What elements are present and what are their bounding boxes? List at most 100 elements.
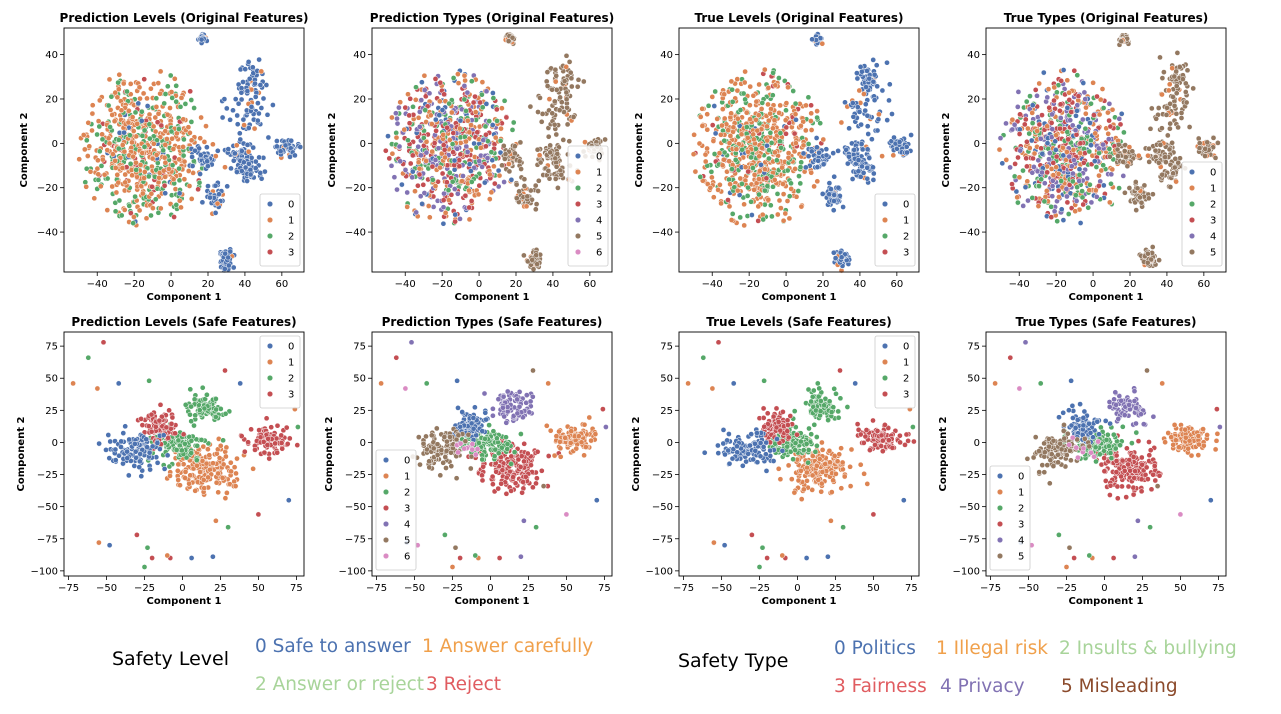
- scatter-point: [199, 384, 206, 391]
- scatter-point: [1031, 164, 1037, 170]
- scatter-point: [765, 196, 772, 203]
- scatter-point: [191, 396, 198, 403]
- scatter-point: [1108, 171, 1115, 178]
- scatter-point: [767, 110, 774, 117]
- legend-marker: [881, 248, 889, 256]
- scatter-point: [1122, 189, 1128, 196]
- scatter-point: [505, 161, 512, 167]
- scatter-point: [160, 147, 167, 154]
- scatter-point: [480, 137, 487, 143]
- scatter-point: [292, 152, 298, 159]
- legend-marker: [574, 232, 582, 240]
- scatter-point: [115, 137, 122, 143]
- scatter-point: [418, 152, 424, 159]
- scatter-point: [277, 148, 284, 155]
- scatter-point: [432, 76, 439, 82]
- scatter-point: [483, 131, 489, 138]
- scatter-point: [1172, 155, 1179, 162]
- scatter-point: [730, 124, 737, 131]
- scatter-point: [126, 107, 132, 114]
- y-tick-label: 0: [52, 139, 58, 150]
- scatter-point: [152, 196, 159, 203]
- scatter-point: [457, 216, 463, 222]
- scatter-point: [112, 208, 119, 215]
- scatter-point: [1098, 167, 1105, 174]
- scatter-point: [774, 211, 781, 218]
- scatter-point: [1155, 159, 1162, 166]
- scatter-point: [796, 173, 802, 179]
- scatter-point: [440, 142, 447, 148]
- scatter-point: [288, 137, 295, 144]
- scatter-point: [870, 170, 877, 177]
- scatter-point: [139, 132, 146, 139]
- scatter-point: [177, 482, 183, 489]
- scatter-point: [493, 106, 500, 113]
- scatter-point: [546, 175, 553, 182]
- scatter-point: [180, 152, 187, 159]
- scatter-point: [223, 105, 230, 112]
- scatter-point: [256, 56, 262, 63]
- scatter-point: [227, 248, 234, 255]
- scatter-point: [1055, 171, 1062, 177]
- scatter-point: [865, 131, 872, 137]
- scatter-point: [452, 211, 459, 218]
- scatter-point: [780, 191, 787, 197]
- scatter-point: [173, 447, 180, 453]
- scatter-point: [176, 197, 183, 204]
- scatter-point: [1204, 139, 1211, 146]
- scatter-point: [1180, 76, 1186, 82]
- scatter-point: [122, 171, 129, 178]
- scatter-point: [416, 171, 423, 178]
- scatter-point: [1196, 145, 1203, 152]
- scatter-point: [138, 108, 145, 115]
- scatter-point: [805, 153, 812, 160]
- x-tick-label: −40: [702, 279, 723, 290]
- scatter-point: [260, 95, 267, 102]
- scatter-point: [496, 172, 503, 179]
- subplot-1: Prediction Levels (Original Features)−40…: [19, 11, 308, 303]
- scatter-point: [446, 169, 453, 176]
- scatter-point: [168, 89, 175, 95]
- scatter-point: [874, 127, 881, 134]
- scatter-point: [129, 139, 135, 146]
- scatter-point: [1064, 104, 1071, 111]
- legend-marker: [266, 232, 274, 240]
- scatter-point: [999, 160, 1006, 167]
- scatter-point: [451, 186, 458, 192]
- scatter-point: [132, 193, 138, 200]
- scatter-point: [1015, 154, 1021, 161]
- scatter-point: [96, 97, 103, 104]
- scatter-point: [1056, 194, 1062, 200]
- scatter-point: [98, 163, 105, 169]
- scatter-point: [903, 143, 910, 150]
- scatter-point: [1175, 124, 1181, 131]
- scatter-point: [185, 168, 192, 174]
- scatter-point: [113, 189, 120, 196]
- scatter-point: [738, 131, 745, 138]
- scatter-point: [710, 194, 717, 201]
- scatter-point: [155, 80, 162, 86]
- scatter-point: [1080, 80, 1087, 86]
- scatter-point: [553, 72, 560, 79]
- scatter-point: [104, 175, 111, 182]
- scatter-point: [462, 77, 468, 84]
- scatter-point: [231, 464, 238, 471]
- x-tick-label: 0: [168, 279, 174, 290]
- scatter-point: [396, 104, 402, 111]
- scatter-point: [1053, 153, 1060, 160]
- scatter-point: [1016, 131, 1023, 137]
- scatter-point: [546, 96, 553, 102]
- scatter-point: [454, 190, 461, 197]
- scatter-point: [154, 160, 161, 166]
- scatter-point: [250, 144, 257, 151]
- legend-label: 3: [596, 200, 602, 211]
- scatter-point: [800, 142, 807, 149]
- scatter-point: [95, 157, 101, 164]
- scatter-point: [210, 141, 216, 148]
- scatter-point: [150, 140, 157, 147]
- scatter-point: [547, 149, 554, 156]
- scatter-point: [187, 411, 193, 418]
- y-axis-label: Component 2: [634, 113, 645, 188]
- scatter-point: [423, 158, 429, 164]
- scatter-point: [1051, 84, 1058, 91]
